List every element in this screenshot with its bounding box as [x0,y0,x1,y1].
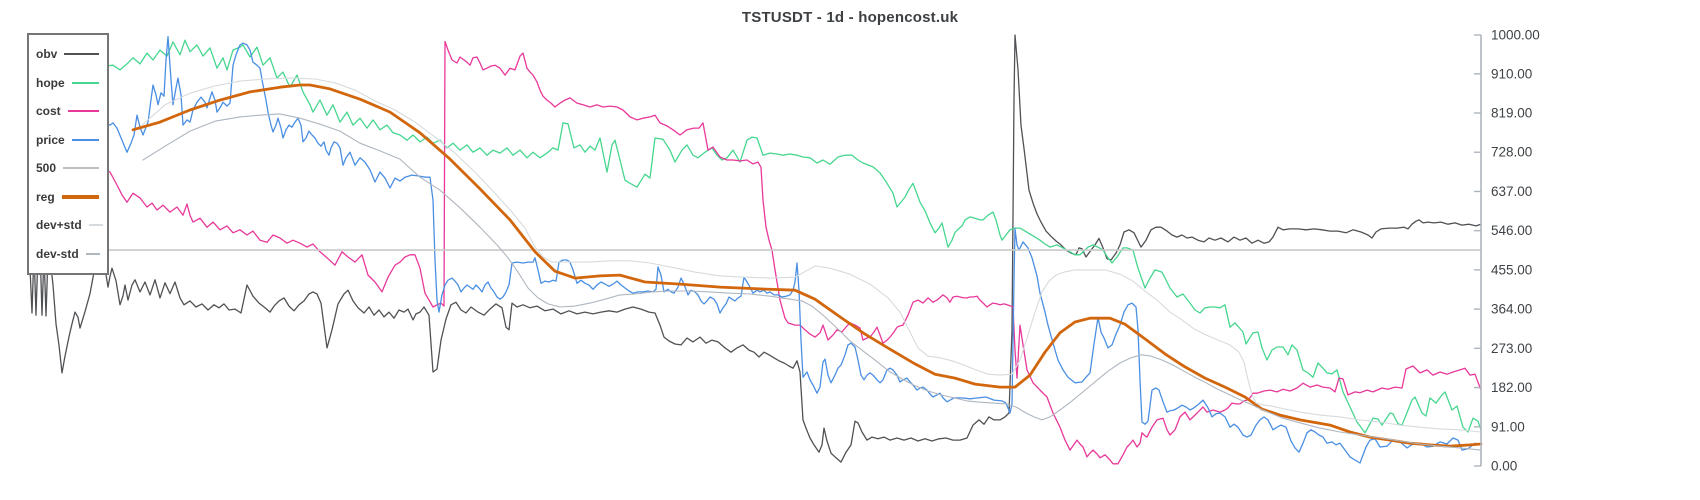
series-layer [29,34,1483,465]
legend-swatch-cost [67,110,99,113]
legend-swatch-dev-std [85,252,100,255]
series-line-hope [105,39,1482,434]
legend-swatch-dev+std [88,224,103,227]
y-axis-tick-label: 273.00 [1491,341,1532,356]
series-line-cost [105,40,1482,465]
legend-swatch-obv [64,53,99,56]
y-axis-tick-label: 182.00 [1491,380,1532,395]
y-axis-tick-label: 637.00 [1491,184,1532,199]
legend-item-500: 500 [36,154,99,183]
legend-label-cost: cost [36,104,61,119]
legend-item-hope: hope [36,69,99,98]
legend-item-price: price [36,126,99,155]
legend-label-hope: hope [36,75,65,90]
y-axis-tick-label: 728.00 [1491,145,1532,160]
series-line-dev-std [142,113,1482,451]
y-axis-tick-label: 910.00 [1491,66,1532,81]
chart-title: TSTUSDT - 1d - hopencost.uk [741,9,959,26]
legend: obv hope cost price 500 reg dev+std dev-std [27,33,109,275]
series-line-obv [29,34,1482,463]
legend-swatch-reg [61,194,99,199]
legend-label-500: 500 [36,161,57,176]
series-line-price [105,36,1482,464]
y-axis-tick-label: 455.00 [1491,262,1532,277]
legend-item-dev-std: dev-std [36,240,100,269]
y-axis: 1000.00 910.00 819.00 728.00 637.00 546.00 455… [1474,28,1540,474]
y-axis-tick-label: 91.00 [1491,419,1525,434]
y-axis-tick-label: 364.00 [1491,302,1532,317]
legend-item-dev+std: dev+std [36,211,103,240]
legend-item-obv: obv [36,40,99,69]
legend-item-reg: reg [36,183,99,212]
legend-swatch-500 [63,167,99,170]
y-axis-tick-label: 0.00 [1491,459,1517,474]
legend-label-reg: reg [36,189,55,204]
legend-label-dev-std: dev-std [36,246,79,261]
legend-swatch-price [71,138,99,141]
y-axis-tick-label: 1000.00 [1491,28,1540,43]
legend-label-dev+std: dev+std [36,218,82,233]
series-line-reg [131,83,1483,448]
legend-label-obv: obv [36,47,58,62]
legend-label-price: price [36,132,65,147]
y-axis-tick-label: 546.00 [1491,223,1532,238]
legend-item-cost: cost [36,97,99,126]
legend-swatch-hope [71,81,99,84]
y-axis-tick-label: 819.00 [1491,106,1532,121]
series-line-dev+std [141,77,1482,433]
